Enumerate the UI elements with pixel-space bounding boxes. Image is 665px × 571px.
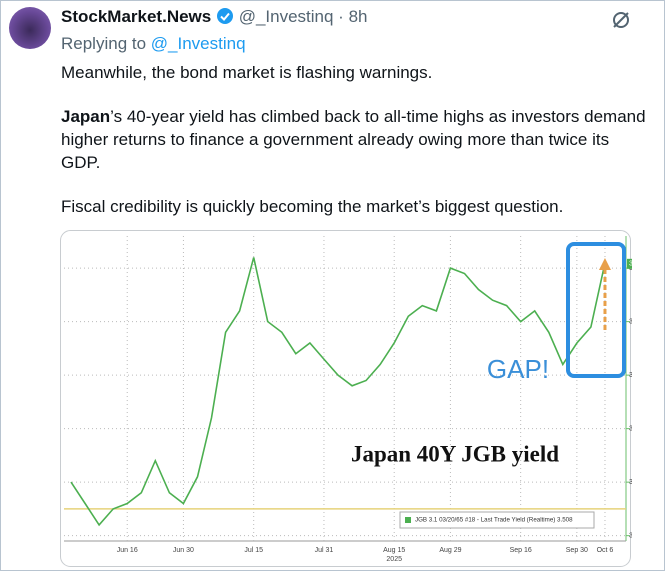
- author-meta[interactable]: @_Investinq · 8h: [238, 7, 368, 26]
- chart-title: Japan 40Y JGB yield: [351, 441, 559, 466]
- paragraph: Meanwhile, the bond market is flashing w…: [61, 63, 433, 82]
- gap-box: [566, 242, 626, 378]
- x-tick-label: Jun 16: [117, 547, 138, 554]
- reply-handle[interactable]: @_Investinq: [150, 34, 246, 53]
- bold-text: Japan: [61, 107, 111, 126]
- series-line: [70, 257, 606, 527]
- verified-badge: [216, 8, 233, 24]
- x-tick-label: Jun 30: [173, 547, 194, 554]
- x-tick-label: Sep 16: [510, 547, 532, 554]
- reply-line: Replying to @_Investinq: [61, 34, 246, 54]
- x-tick-label: Sep 30: [566, 547, 588, 554]
- y-tick-label: 3.20: [629, 425, 632, 432]
- y-tick-label: 3.10: [629, 479, 632, 486]
- x-tick-label: Jul 31: [315, 547, 334, 554]
- x-tick-label: Aug 29: [439, 547, 461, 554]
- paragraph-text: ’s 40-year yield has climbed back to all…: [61, 107, 646, 172]
- reply-label: Replying to: [61, 34, 147, 53]
- avatar[interactable]: [9, 7, 51, 49]
- x-tick-label: Jul 15: [244, 547, 263, 554]
- x-tick-label: Aug 15: [383, 547, 405, 554]
- gap-arrowhead: [598, 258, 611, 270]
- y-tick-label: 3.30: [629, 372, 632, 379]
- legend-swatch: [405, 517, 411, 523]
- paragraph: Fiscal credibility is quickly becoming t…: [61, 197, 564, 216]
- y-tick-label: 3.40: [629, 318, 632, 325]
- grok-icon[interactable]: [610, 9, 632, 31]
- year-label: 2025: [386, 556, 402, 563]
- paragraph: Japan’s 40-year yield has climbed back t…: [61, 105, 651, 174]
- annotation: GAP!: [487, 354, 549, 384]
- x-tick-label: Oct 6: [597, 547, 614, 554]
- y-tick-label: 3.00: [629, 532, 632, 539]
- legend-label: JGB 3.1 03/20/65 #18 - Last Trade Yield …: [415, 517, 573, 524]
- last-value-tag: [627, 258, 632, 269]
- author-name[interactable]: StockMarket.News: [61, 7, 212, 26]
- last-value-label: 3.508: [629, 261, 632, 268]
- tweet-header: StockMarket.News @_Investinq · 8h: [61, 7, 367, 27]
- legend-box: [399, 511, 595, 529]
